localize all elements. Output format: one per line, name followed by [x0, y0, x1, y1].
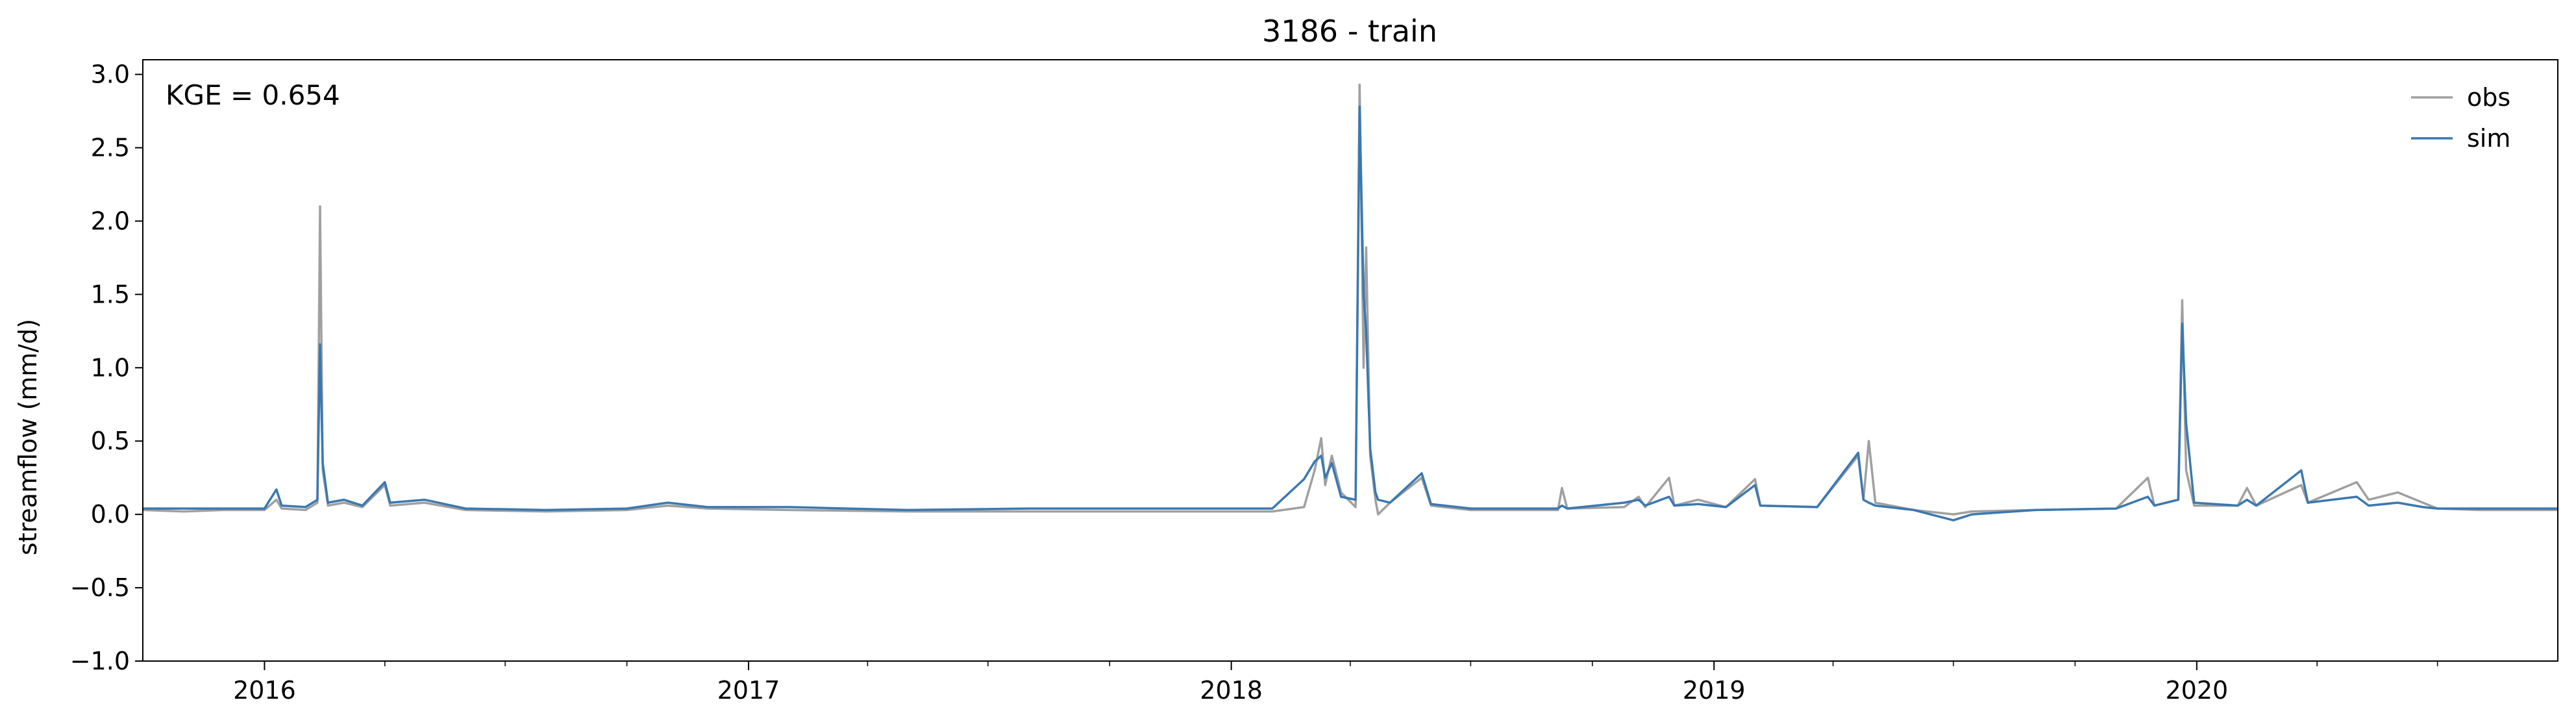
y-tick-label: 2.0 — [91, 207, 130, 235]
y-tick-label: 2.5 — [91, 134, 130, 162]
y-tick-label: 1.5 — [91, 280, 130, 308]
y-tick-label: 3.0 — [91, 60, 130, 89]
y-tick-label: 1.0 — [91, 353, 130, 382]
series-line-sim — [143, 105, 2558, 521]
legend-label-sim: sim — [2467, 124, 2510, 153]
axes-frame — [142, 59, 2558, 662]
y-tick-label: −1.0 — [70, 647, 130, 675]
legend: obs sim — [2411, 83, 2510, 153]
y-axis-label: streamflow (mm/d) — [14, 319, 42, 555]
series-line-obs — [143, 83, 2558, 516]
legend-label-obs: obs — [2467, 83, 2510, 112]
x-tick-label: 2016 — [233, 676, 296, 705]
x-tick-label: 2019 — [1683, 676, 1746, 705]
y-tick-label: 0.0 — [91, 500, 130, 529]
y-tick-label: 0.5 — [91, 427, 130, 455]
chart-title: 3186 - train — [1262, 14, 1437, 49]
kge-annotation: KGE = 0.654 — [166, 79, 340, 111]
y-tick-label: −0.5 — [70, 573, 130, 602]
x-tick-label: 2020 — [2165, 676, 2228, 705]
x-tick-label: 2017 — [717, 676, 780, 705]
plot-area: −1.0 −0.5 0.0 0.5 1.0 1.5 2.0 2.5 3.0 2016 2017 201… — [70, 59, 2558, 705]
x-tick-label: 2018 — [1200, 676, 1263, 705]
